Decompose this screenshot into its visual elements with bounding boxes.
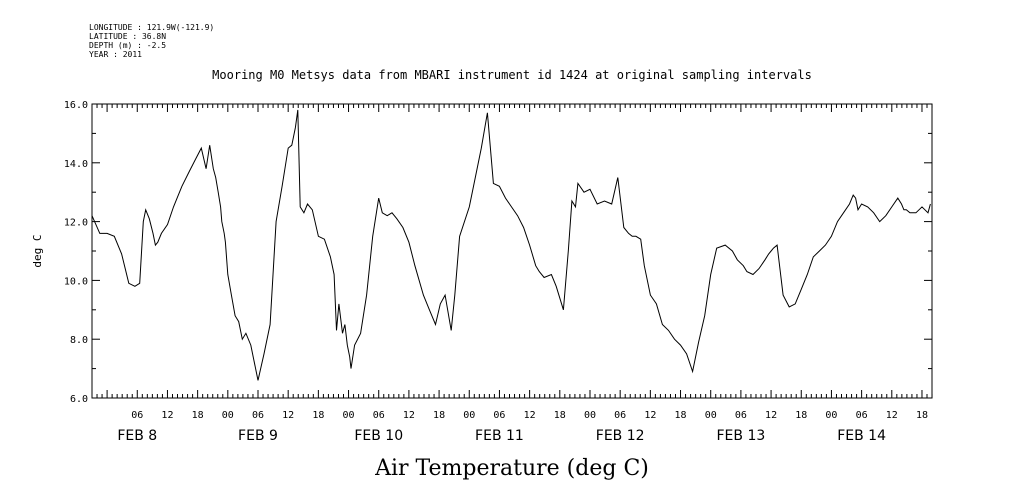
day-label: FEB 10 — [354, 428, 403, 444]
x-tick-label: 18 — [192, 410, 204, 421]
day-label: FEB 11 — [475, 428, 524, 444]
x-tick-label: 06 — [856, 410, 868, 421]
y-tick-label: 8.0 — [70, 335, 88, 346]
x-tick-label: 12 — [524, 410, 536, 421]
day-label: FEB 8 — [117, 428, 157, 444]
y-axis: 6.0 8.0 10.0 12.0 14.0 16.0 — [64, 100, 932, 405]
longitude-label: LONGITUDE : 121.9W(-121.9) — [89, 23, 214, 32]
x-tick-label: 06 — [735, 410, 747, 421]
x-tick-label: 00 — [825, 410, 837, 421]
x-tick-label: 06 — [493, 410, 505, 421]
x-tick-label: 18 — [675, 410, 687, 421]
x-tick-label: 00 — [705, 410, 717, 421]
latitude-label: LATITUDE : 36.8N — [89, 32, 166, 41]
day-label: FEB 9 — [238, 428, 278, 444]
x-tick-label: 12 — [886, 410, 898, 421]
x-tick-label: 06 — [252, 410, 264, 421]
x-tick-label: 06 — [373, 410, 385, 421]
y-tick-label: 16.0 — [64, 100, 88, 111]
y-tick-label: 6.0 — [70, 394, 88, 405]
x-tick-label: 18 — [916, 410, 928, 421]
y-tick-label: 10.0 — [64, 276, 88, 287]
y-tick-label: 14.0 — [64, 159, 88, 170]
x-axis: 06 12 18 00 06 12 18 00 06 12 18 00 06 12 18 00 06 12 18 00… — [91, 104, 933, 444]
series-group — [91, 109, 931, 381]
y-tick-label: 12.0 — [64, 218, 88, 229]
depth-label: DEPTH (m) : -2.5 — [89, 41, 166, 50]
x-tick-label: 12 — [765, 410, 777, 421]
x-tick-label: 00 — [584, 410, 596, 421]
x-tick-label: 12 — [161, 410, 173, 421]
chart-title: Mooring M0 Metsys data from MBARI instru… — [212, 68, 812, 82]
day-label: FEB 13 — [717, 428, 766, 444]
series-line — [91, 109, 931, 381]
x-axis-title: Air Temperature (deg C) — [374, 456, 649, 481]
y-axis-label: deg C — [31, 234, 44, 267]
x-tick-label: 18 — [554, 410, 566, 421]
day-label: FEB 12 — [596, 428, 645, 444]
day-label: FEB 14 — [837, 428, 886, 444]
x-tick-label: 00 — [222, 410, 234, 421]
x-tick-label: 12 — [403, 410, 415, 421]
x-tick-label: 18 — [795, 410, 807, 421]
x-tick-label: 12 — [644, 410, 656, 421]
x-tick-label: 18 — [312, 410, 324, 421]
x-tick-label: 00 — [343, 410, 355, 421]
year-label: YEAR : 2011 — [89, 50, 142, 59]
x-tick-label: 18 — [433, 410, 445, 421]
x-tick-label: 00 — [463, 410, 475, 421]
plot-frame — [91, 103, 933, 399]
x-tick-label: 06 — [131, 410, 143, 421]
x-tick-label: 06 — [614, 410, 626, 421]
x-tick-label: 12 — [282, 410, 294, 421]
